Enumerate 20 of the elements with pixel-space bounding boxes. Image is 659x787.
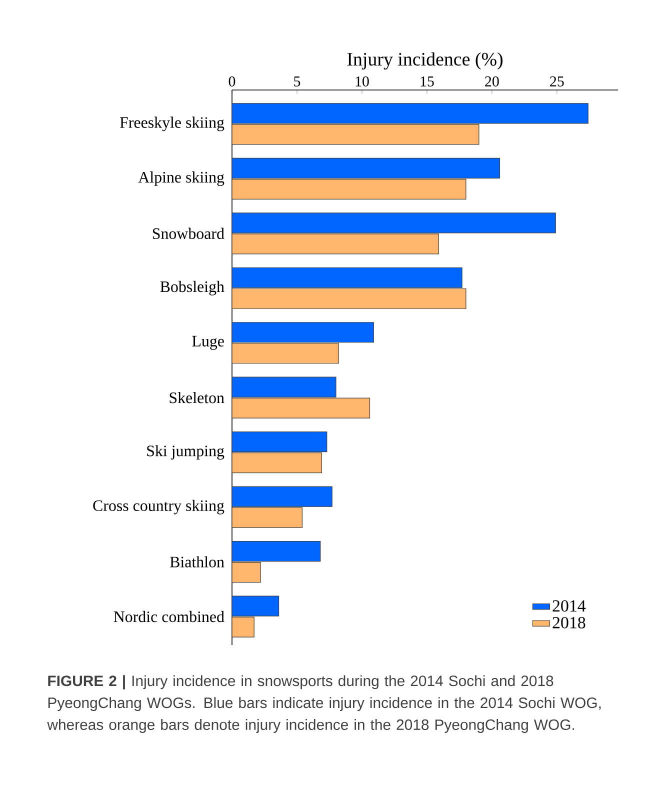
y-tick-label: Luge xyxy=(192,336,224,350)
y-tick-label: Ski jumping xyxy=(147,445,224,460)
y-tick-label: Bobsleigh xyxy=(160,280,224,296)
text: FIGURE 2 | Injury incidence in snowsports during the 2014 Sochi and 2018 PyeongChang WOGs. Blue bars indicate injury incidence in the 2014 Sochi WOG, whereas orange bars denote injury incidence in the 2018 PyeongChang WOG. xyxy=(47,675,601,733)
legend-label: 2014 xyxy=(552,600,586,612)
y-tick-label: Alpine skiing xyxy=(138,171,224,186)
legend-label: 2018 xyxy=(552,616,586,628)
x-tick-label: 10 xyxy=(356,76,369,86)
x-tick-label: 20 xyxy=(485,76,499,86)
y-tick-label: Nordic combined xyxy=(114,610,224,622)
y-tick-label: Biathlon xyxy=(170,556,224,568)
x-tick-label: 5 xyxy=(294,76,300,86)
x-tick-label: 15 xyxy=(420,76,434,86)
y-tick-label: Snowboard xyxy=(152,228,224,240)
y-tick-label: Freeskyle skiing xyxy=(120,116,224,132)
y-tick-label: Skeleton xyxy=(170,392,224,404)
y-tick-label: Cross country skiing xyxy=(93,500,224,514)
x-axis-title: Injury incidence (%) xyxy=(347,52,502,70)
x-tick-label: 25 xyxy=(550,76,564,86)
x-tick-label: 0 xyxy=(228,76,236,86)
